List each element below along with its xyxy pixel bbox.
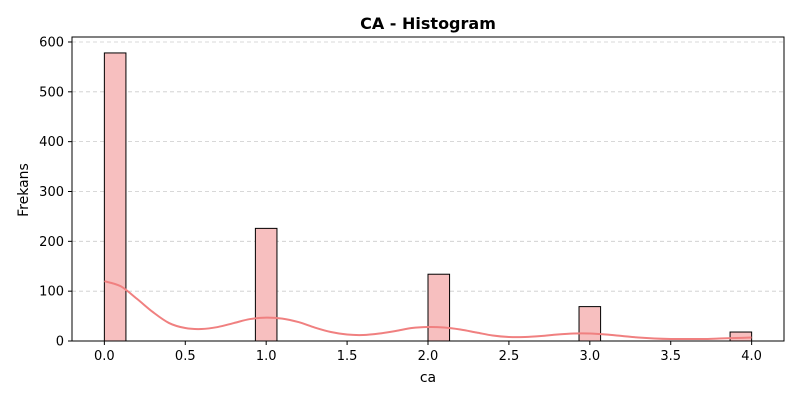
x-tick-label: 3.0: [579, 349, 600, 364]
histogram-bar: [578, 306, 602, 342]
y-tick-label: 0: [56, 335, 64, 350]
x-axis-label: ca: [420, 370, 436, 386]
y-tick-label: 600: [39, 35, 64, 50]
histogram-bar: [729, 331, 753, 342]
histogram-bar: [103, 52, 127, 342]
y-axis-label: Frekans: [16, 163, 32, 217]
x-tick-label: 3.5: [660, 349, 681, 364]
histogram-bar: [254, 227, 278, 342]
y-axis-ticks: 0 100 200 300 400 500 600: [39, 35, 72, 350]
y-tick-label: 400: [39, 135, 64, 150]
kde-curve: [104, 280, 752, 341]
histogram-bars: [103, 52, 753, 342]
histogram-bar: [427, 273, 451, 342]
x-tick-label: 0.0: [94, 349, 115, 364]
x-tick-label: 4.0: [741, 349, 762, 364]
x-tick-label: 1.5: [337, 349, 358, 364]
y-tick-label: 300: [39, 185, 64, 200]
y-tick-label: 200: [39, 235, 64, 250]
chart-title: CA - Histogram: [360, 14, 496, 33]
x-tick-label: 2.0: [418, 349, 439, 364]
y-tick-label: 500: [39, 85, 64, 100]
x-tick-label: 0.5: [175, 349, 196, 364]
x-tick-label: 2.5: [499, 349, 520, 364]
x-tick-label: 1.0: [256, 349, 277, 364]
x-axis-ticks: 0.0 0.5 1.0 1.5 2.0 2.5 3.0 3.5 4.0: [94, 341, 762, 364]
y-tick-label: 100: [39, 285, 64, 300]
